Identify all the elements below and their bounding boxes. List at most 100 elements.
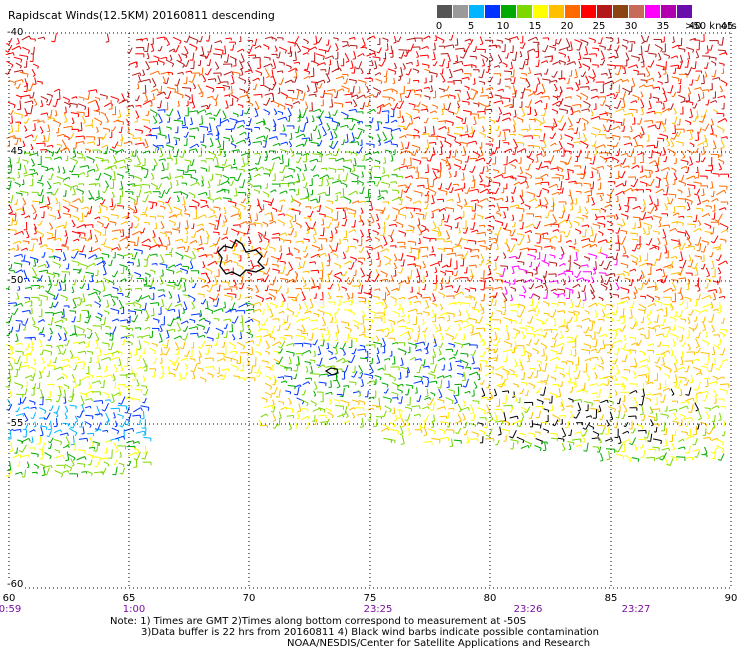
- wind-barb-tick: [178, 230, 181, 234]
- wind-barb: [167, 236, 171, 245]
- wind-barb: [58, 166, 61, 173]
- wind-barb-tick: [618, 208, 622, 211]
- wind-barb-tick: [471, 218, 475, 220]
- wind-barb-tick: [512, 130, 516, 133]
- wind-barb-tick: [50, 207, 53, 212]
- wind-barb: [128, 132, 135, 137]
- wind-barb-tick: [358, 250, 362, 253]
- wind-barb-tick: [62, 179, 65, 183]
- wind-barb: [460, 238, 469, 241]
- wind-barb-tick: [458, 232, 461, 234]
- wind-barb-tick: [364, 105, 368, 108]
- wind-barb-tick: [516, 243, 520, 246]
- wind-barb: [45, 167, 53, 172]
- wind-barb: [598, 152, 608, 154]
- wind-barb-tick: [132, 135, 135, 138]
- wind-barb: [151, 172, 155, 179]
- wind-barb-tick: [124, 246, 127, 249]
- wind-barb-tick: [390, 140, 393, 144]
- wind-barb: [391, 197, 400, 202]
- wind-barb: [508, 255, 516, 259]
- wind-barb-tick: [51, 153, 54, 157]
- wind-barb-tick: [72, 193, 76, 196]
- wind-barb-tick: [525, 177, 527, 181]
- wind-barb: [400, 51, 405, 59]
- wind-barb-tick: [354, 136, 359, 140]
- wind-barb: [235, 187, 238, 196]
- wind-barb-tick: [40, 131, 44, 134]
- wind-barb: [497, 88, 504, 92]
- wind-barb: [148, 201, 157, 204]
- wind-barb: [486, 86, 493, 91]
- wind-barb-tick: [26, 56, 29, 60]
- wind-barb-tick: [493, 259, 497, 262]
- wind-barb: [287, 107, 292, 116]
- wind-barb: [345, 101, 352, 103]
- wind-barb: [652, 230, 660, 233]
- wind-barb-tick: [308, 71, 311, 75]
- wind-barb: [293, 61, 300, 64]
- wind-barb: [387, 68, 397, 72]
- wind-barb-tick: [527, 241, 531, 243]
- wind-barb-tick: [597, 95, 599, 99]
- wind-barb: [638, 243, 642, 250]
- wind-barb-tick: [139, 72, 142, 77]
- wind-barb: [223, 150, 227, 157]
- wind-barb: [218, 213, 222, 222]
- wind-barb: [597, 222, 606, 225]
- wind-barb: [470, 39, 474, 45]
- wind-barb-tick: [33, 265, 36, 267]
- wind-barb: [324, 205, 334, 211]
- wind-barb: [152, 115, 158, 123]
- wind-barb: [76, 111, 85, 114]
- wind-barb: [710, 133, 717, 136]
- wind-barb: [719, 238, 727, 241]
- wind-barb-tick: [145, 114, 148, 117]
- wind-speed-legend: 0 5 10 15 20 25 30 35 40 45 >50 knots: [436, 5, 737, 35]
- wind-barb: [666, 196, 670, 204]
- wind-barb: [596, 192, 604, 195]
- wind-barb-tick: [585, 96, 589, 101]
- wind-barb-tick: [578, 66, 582, 69]
- wind-barb-tick: [540, 100, 543, 104]
- wind-barb: [702, 188, 705, 196]
- wind-barb: [279, 237, 285, 242]
- wind-barb: [645, 67, 651, 76]
- wind-barb-tick: [393, 41, 397, 44]
- wind-barb-tick: [382, 196, 385, 200]
- wind-barb-tick: [622, 191, 625, 195]
- wind-barb-tick: [20, 59, 23, 63]
- wind-barb-tick: [319, 269, 324, 272]
- wind-barb-tick: [514, 166, 517, 170]
- wind-barb-tick: [461, 188, 464, 192]
- wind-barb: [576, 216, 584, 219]
- wind-barb: [288, 261, 294, 270]
- wind-barb-tick: [134, 99, 138, 102]
- wind-barb-tick: [564, 162, 569, 166]
- wind-barb: [430, 85, 433, 92]
- wind-barb: [453, 60, 462, 65]
- wind-barb-tick: [316, 116, 320, 119]
- wind-barb: [413, 116, 420, 120]
- wind-barb-tick: [192, 106, 195, 109]
- wind-barb-tick: [557, 229, 560, 232]
- wind-barb: [519, 166, 524, 173]
- wind-barb-tick: [420, 192, 423, 197]
- wind-barb: [665, 246, 668, 253]
- wind-barb: [623, 67, 627, 74]
- wind-barb: [697, 219, 702, 225]
- wind-barb: [350, 256, 357, 260]
- wind-barb-tick: [640, 95, 644, 98]
- wind-barb: [120, 137, 124, 147]
- wind-barb: [126, 163, 130, 172]
- wind-barb: [631, 188, 638, 192]
- wind-barb-tick: [297, 250, 300, 254]
- wind-barb: [631, 77, 636, 87]
- wind-barb-tick: [573, 132, 577, 135]
- wind-barb: [223, 164, 231, 169]
- wind-barb: [71, 96, 77, 99]
- wind-barb: [124, 157, 132, 161]
- wind-barb-tick: [294, 131, 299, 134]
- wind-barb: [196, 223, 203, 227]
- wind-barb: [694, 103, 698, 109]
